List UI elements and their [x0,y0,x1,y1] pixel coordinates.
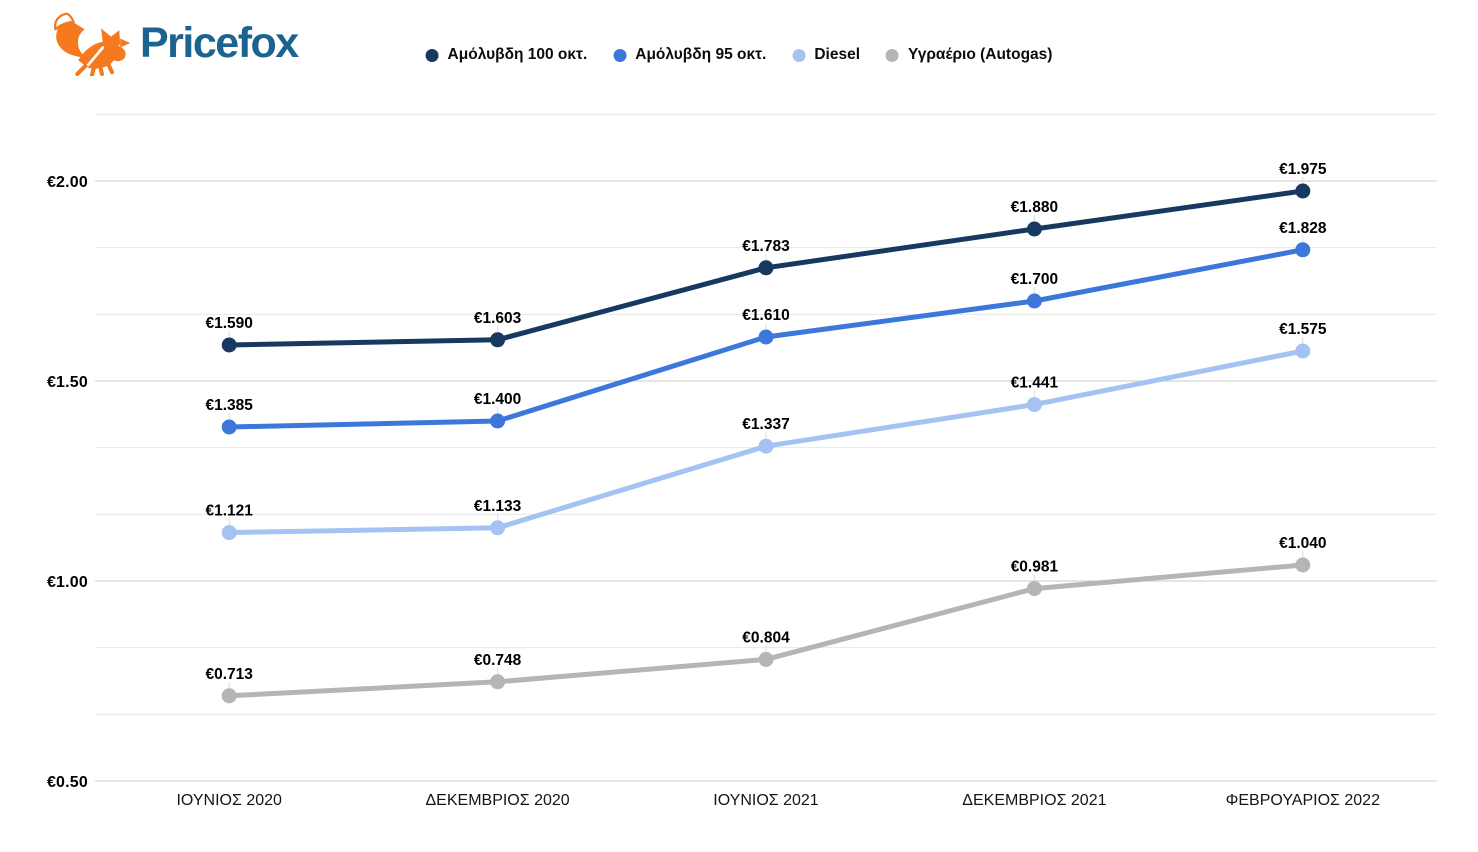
value-label: €0.713 [205,666,253,683]
value-label: €0.981 [1011,559,1059,576]
data-point [1295,343,1311,359]
data-point [1295,557,1311,573]
value-label: €1.975 [1279,161,1327,178]
x-tick-label: ΦΕΒΡΟΥΑΡΙΟΣ 2022 [1226,792,1380,809]
value-label: €1.040 [1279,535,1326,552]
legend-label: Αμόλυβδη 95 οκτ. [635,46,767,63]
data-point [490,413,506,429]
value-label: €1.575 [1279,321,1327,338]
pricefox-logo: Pricefox [50,10,299,76]
x-tick-label: ΙΟΥΝΙΟΣ 2021 [713,792,819,809]
data-point [1295,183,1311,199]
data-point [221,688,237,704]
data-point [490,332,506,348]
data-point [758,438,774,454]
legend-item[interactable]: Υγραέριο (Autogas) [886,46,1052,64]
value-label: €1.337 [742,416,789,433]
legend-dot-icon [425,48,439,62]
chart-legend: Αμόλυβδη 100 οκτ. Αμόλυβδη 95 οκτ. Diesel Υ… [425,46,1052,64]
series-4: €0.713 €0.748 €0.804 €0.981 €1.040 [205,535,1327,704]
value-label: €1.610 [742,307,789,324]
legend-label: Υγραέριο (Autogas) [908,46,1053,63]
value-label: €1.880 [1011,199,1058,216]
data-point [490,520,506,536]
y-tick-label: €1.00 [47,574,88,591]
value-label: €1.603 [474,310,522,327]
y-tick-label: €2.00 [47,174,88,191]
data-point [221,525,237,541]
value-label: €1.700 [1011,271,1058,288]
x-tick-label: ΔΕΚΕΜΒΡΙΟΣ 2020 [425,792,569,809]
value-label: €0.804 [742,629,790,646]
y-tick-label: €0.50 [47,774,88,791]
value-label: €1.441 [1011,375,1059,392]
series-1: €1.590 €1.603 €1.783 €1.880 €1.975 [205,161,1327,353]
legend-label: Αμόλυβδη 100 οκτ. [447,46,588,63]
data-point [221,337,237,353]
chart-header: Pricefox Αμόλυβδη 100 οκτ. Αμόλυβδη 95 οκ… [0,0,1478,100]
value-label: €1.121 [205,503,253,520]
fox-icon [53,12,131,76]
data-point [1026,581,1042,597]
data-point [221,419,237,435]
legend-dot-icon [886,48,900,62]
data-point [1026,221,1042,237]
legend-label: Diesel [814,46,861,63]
label-leader-ticks [228,177,1304,696]
legend-dot-icon [613,48,627,62]
legend-item[interactable]: Diesel [792,46,860,64]
data-point [1026,293,1042,309]
series-2: €1.385 €1.400 €1.610 €1.700 €1.828 [205,220,1327,435]
y-axis-labels: €0.50 €1.00 €1.50 €2.00 [47,174,88,791]
data-point [758,260,774,276]
legend-item[interactable]: Αμόλυβδη 100 οκτ. [425,46,588,64]
x-axis-labels: ΙΟΥΝΙΟΣ 2020 ΔΕΚΕΜΒΡΙΟΣ 2020 ΙΟΥΝΙΟΣ 2021 Δ… [176,792,1380,809]
data-point [1295,242,1311,258]
x-tick-label: ΙΟΥΝΙΟΣ 2020 [176,792,282,809]
data-point [1026,397,1042,413]
value-label: €1.783 [742,238,790,255]
series-3: €1.121 €1.133 €1.337 €1.441 €1.575 [205,321,1327,541]
value-label: €0.748 [474,652,522,669]
value-label: €1.828 [1279,220,1327,237]
data-point [758,651,774,667]
value-label: €1.385 [205,397,253,414]
x-tick-label: ΔΕΚΕΜΒΡΙΟΣ 2021 [962,792,1106,809]
data-point [758,329,774,345]
value-label: €1.590 [205,315,252,332]
data-point [490,674,506,690]
y-tick-label: €1.50 [47,374,88,391]
value-label: €1.133 [474,498,522,515]
brand-name: Pricefox [140,18,299,67]
legend-item[interactable]: Αμόλυβδη 95 οκτ. [613,46,766,64]
value-label: €1.400 [474,391,521,408]
legend-dot-icon [792,48,806,62]
